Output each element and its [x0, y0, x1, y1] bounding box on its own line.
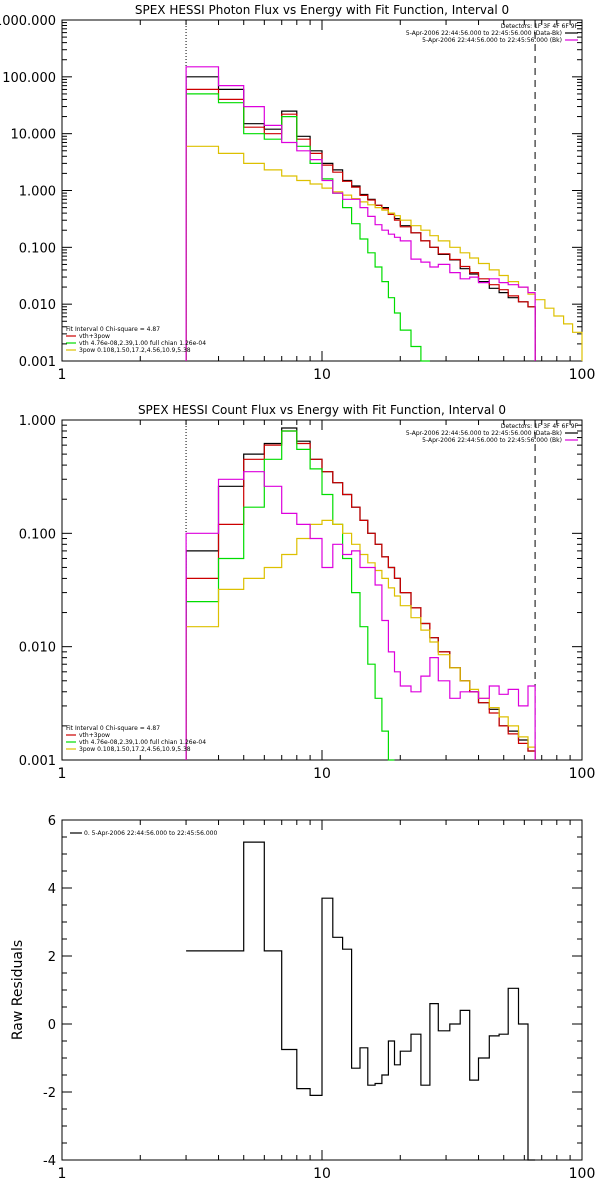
- plot-1: 1 10 1000.0010.0100.1001.00010.000100.0001…: [0, 3, 595, 383]
- legend-text: 3pow 0.108,1.50,17.2,4.56,10.9,5.38: [79, 347, 191, 354]
- legend-top-right: Detectors: 1F 3F 4F 6F 9F5-Apr-2006 22:4…: [406, 423, 579, 444]
- y-tick-label: 4: [48, 882, 56, 897]
- series-data-bk: [185, 76, 536, 361]
- y-axis-label: Raw Residuals: [10, 940, 26, 1040]
- x-axis: 1 10 100: [58, 820, 596, 1182]
- series-group: [185, 66, 583, 362]
- series-residuals: [186, 841, 536, 1161]
- series-bk: [185, 66, 536, 361]
- x-tick-label: 10: [313, 367, 331, 383]
- legend-text: 3pow 0.108,1.50,17.2,4.56,10.9,5.38: [79, 746, 191, 753]
- legend-text: Fit Interval 0 Chi-square = 4.87: [66, 725, 160, 732]
- plot-frame: [61, 19, 583, 362]
- series-bk: [185, 471, 536, 760]
- y-tick-label: 1000.000: [0, 14, 56, 29]
- series-vth: [185, 430, 395, 761]
- y-tick-label: 0.010: [19, 298, 56, 313]
- y-tick-label: -2: [43, 1086, 56, 1101]
- legend-text: vth 4.76e-08,2.39,1.00 full chian 1.26e-…: [79, 340, 206, 347]
- y-tick-label: 0.100: [19, 527, 56, 542]
- legend-text: 5-Apr-2006 22:44:56.000 to 22:45:56.000 …: [406, 430, 562, 437]
- y-axis: -4 -2 0 2 4 6: [43, 814, 582, 1169]
- legend-bottom-left: Fit Interval 0 Chi-square = 4.87vth+3pow…: [66, 326, 206, 354]
- x-tick-label: 1: [58, 1166, 67, 1182]
- legend-bottom-left: Fit Interval 0 Chi-square = 4.87vth+3pow…: [66, 725, 206, 753]
- y-tick-label: 1.000: [19, 185, 56, 200]
- x-tick-label: 100: [569, 367, 596, 383]
- legend-text: 0. 5-Apr-2006 22:44:56.000 to 22:45:56.0…: [84, 830, 217, 837]
- legend-text: vth+3pow: [79, 333, 110, 340]
- x-tick-label: 100: [569, 1166, 596, 1182]
- legend-top-right: Detectors: 1F 3F 4F 6F 9F5-Apr-2006 22:4…: [406, 23, 579, 44]
- y-tick-label: 0: [48, 1018, 56, 1033]
- plot-title: SPEX HESSI Count Flux vs Energy with Fit…: [138, 403, 506, 417]
- y-tick-label: 100.000: [2, 71, 56, 86]
- y-tick-label: 0.010: [19, 641, 56, 656]
- legend-text: Fit Interval 0 Chi-square = 4.87: [66, 326, 160, 333]
- legend-text: vth 4.76e-08,2.39,1.00 full chian 1.26e-…: [79, 739, 206, 746]
- x-tick-label: 10: [313, 766, 331, 782]
- series-group: [186, 841, 536, 1161]
- legend-top-left: 0. 5-Apr-2006 22:44:56.000 to 22:45:56.0…: [70, 830, 217, 837]
- y-tick-label: 0.001: [19, 355, 56, 370]
- x-tick-label: 1: [58, 766, 67, 782]
- y-axis: 0.001 0.010 0.100 1.000 10.000 100.000 1000.00…: [0, 14, 582, 370]
- x-tick-label: 100: [569, 766, 596, 782]
- y-tick-label: 2: [48, 950, 56, 965]
- y-tick-label: 0.001: [19, 754, 56, 769]
- series-group: [185, 427, 536, 761]
- legend-text: 5-Apr-2006 22:44:56.000 to 22:45:56.000 …: [406, 30, 562, 37]
- x-axis: 1 10 100: [58, 420, 596, 782]
- legend-text: Detectors: 1F 3F 4F 6F 9F: [501, 423, 579, 430]
- legend-text: vth+3pow: [79, 732, 110, 739]
- x-tick-label: 10: [313, 1166, 331, 1182]
- plot-3: 1 10 100 -4 -2 0 2 4 6 Raw Residuals 0. 5-Apr-2006…: [10, 814, 595, 1182]
- series-vth: [185, 93, 430, 362]
- legend-text: 5-Apr-2006 22:44:56.000 to 22:45:56.000 …: [422, 37, 562, 44]
- y-tick-label: -4: [43, 1154, 56, 1169]
- plot-2: 1 10 100 0.001 0.010 0.100 1.000 SPEX HESSI Cou…: [19, 403, 596, 782]
- x-tick-label: 1: [58, 367, 67, 383]
- y-tick-label: 6: [48, 814, 56, 829]
- legend-text: Detectors: 1F 3F 4F 6F 9F: [501, 23, 579, 30]
- y-tick-label: 1.000: [19, 414, 56, 429]
- series-3pow: [185, 519, 536, 760]
- y-tick-label: 10.000: [11, 128, 57, 143]
- plot-title: SPEX HESSI Photon Flux vs Energy with Fi…: [135, 3, 509, 17]
- y-axis: 0.001 0.010 0.100 1.000: [19, 414, 582, 769]
- series-3pow: [185, 145, 583, 361]
- legend-text: 5-Apr-2006 22:44:56.000 to 22:45:56.000 …: [422, 437, 562, 444]
- x-axis: 1 10 100: [58, 20, 596, 383]
- y-tick-label: 0.100: [19, 241, 56, 256]
